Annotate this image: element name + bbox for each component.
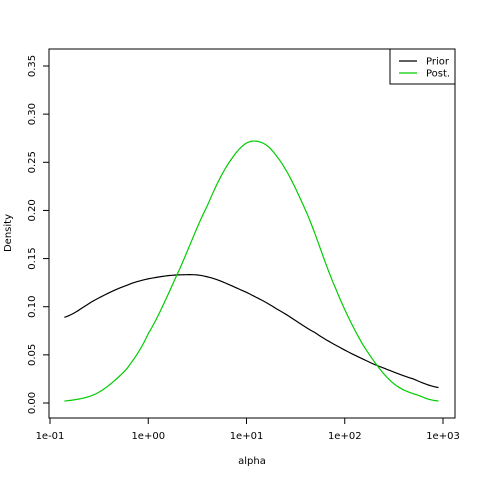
series-line-post (64, 140, 439, 402)
series-layer (64, 140, 439, 402)
y-tick-label-3: 0.15 (27, 247, 38, 269)
y-tick-label-2: 0.10 (27, 296, 38, 318)
x-tick-label-0: 1e-01 (36, 431, 65, 442)
y-tick-label-1: 0.05 (27, 344, 38, 366)
x-axis: 1e-01 1e+00 1e+01 1e+02 1e+03 (36, 418, 460, 442)
x-tick-label-2: 1e+01 (230, 431, 264, 442)
plot-frame (48, 48, 456, 419)
y-tick-label-5: 0.25 (27, 151, 38, 173)
legend-label-1: Post. (426, 69, 450, 80)
y-axis: 0.00 0.05 0.10 0.15 0.20 0.25 0.30 0.35 (27, 55, 49, 414)
legend-box (389, 48, 456, 85)
y-tick-label-4: 0.20 (27, 199, 38, 221)
x-tick-label-1: 1e+00 (131, 431, 165, 442)
legend-label-0: Prior (426, 57, 450, 68)
y-tick-label-7: 0.35 (27, 55, 38, 77)
series-line-prior (64, 274, 439, 389)
y-tick-label-6: 0.30 (27, 103, 38, 125)
y-tick-label-0: 0.00 (27, 392, 38, 414)
y-axis-label: Density (3, 214, 14, 252)
x-axis-label: alpha (238, 456, 266, 467)
x-tick-label-3: 1e+02 (328, 431, 362, 442)
x-tick-label-4: 1e+03 (426, 431, 460, 442)
